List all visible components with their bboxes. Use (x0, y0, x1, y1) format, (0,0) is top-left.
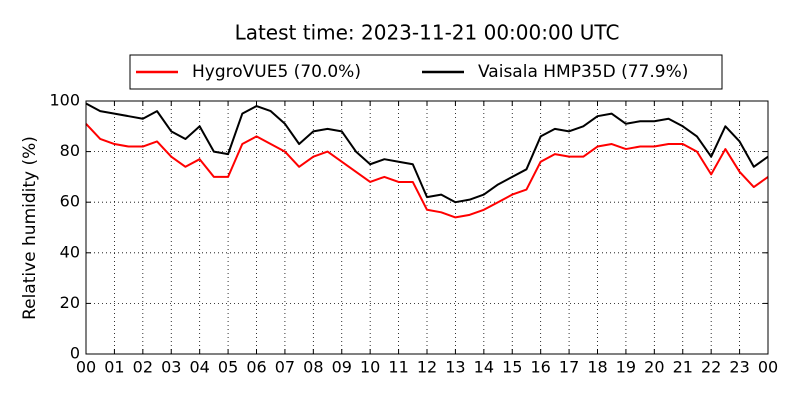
x-tick-label: 04 (189, 358, 209, 377)
y-tick-label: 100 (49, 91, 80, 110)
x-tick-label: 10 (360, 358, 380, 377)
x-tick-label: 03 (161, 358, 181, 377)
y-tick-label: 60 (60, 192, 80, 211)
x-tick-label: 15 (502, 358, 522, 377)
legend-label: HygroVUE5 (70.0%) (192, 62, 361, 82)
data-line (85, 102, 769, 204)
x-tick-label: 13 (445, 358, 465, 377)
x-tick-label: 05 (218, 358, 238, 377)
x-tick-label: 18 (587, 358, 607, 377)
x-tick-label: 09 (332, 358, 352, 377)
x-tick-label: 01 (104, 358, 124, 377)
x-tick-label: 14 (474, 358, 494, 377)
y-tick-label: 0 (70, 344, 80, 363)
x-tick-label: 07 (275, 358, 295, 377)
x-tick-label: 21 (673, 358, 693, 377)
x-tick-label: 12 (417, 358, 437, 377)
x-tick-label: 02 (133, 358, 153, 377)
x-tick-label: 17 (559, 358, 579, 377)
x-tick-label: 22 (701, 358, 721, 377)
legend-label: Vaisala HMP35D (77.9%) (478, 62, 688, 82)
data-line (85, 123, 769, 219)
x-tick-label: 19 (616, 358, 636, 377)
x-tick-label: 08 (303, 358, 323, 377)
y-tick-label: 40 (60, 242, 80, 261)
x-tick-label: 23 (729, 358, 749, 377)
x-tick-label: 00 (76, 358, 96, 377)
chart-title: Latest time: 2023-11-21 00:00:00 UTC (235, 21, 620, 45)
x-tick-label: 11 (388, 358, 408, 377)
plot-frame (85, 100, 769, 355)
x-tick-label: 16 (530, 358, 550, 377)
y-tick-label: 80 (60, 141, 80, 160)
x-tick-label: 00 (758, 358, 778, 377)
x-tick-label: 20 (644, 358, 664, 377)
x-tick-label: 06 (246, 358, 266, 377)
y-axis-label: Relative humidity (%) (20, 136, 40, 320)
y-tick-label: 20 (60, 293, 80, 312)
